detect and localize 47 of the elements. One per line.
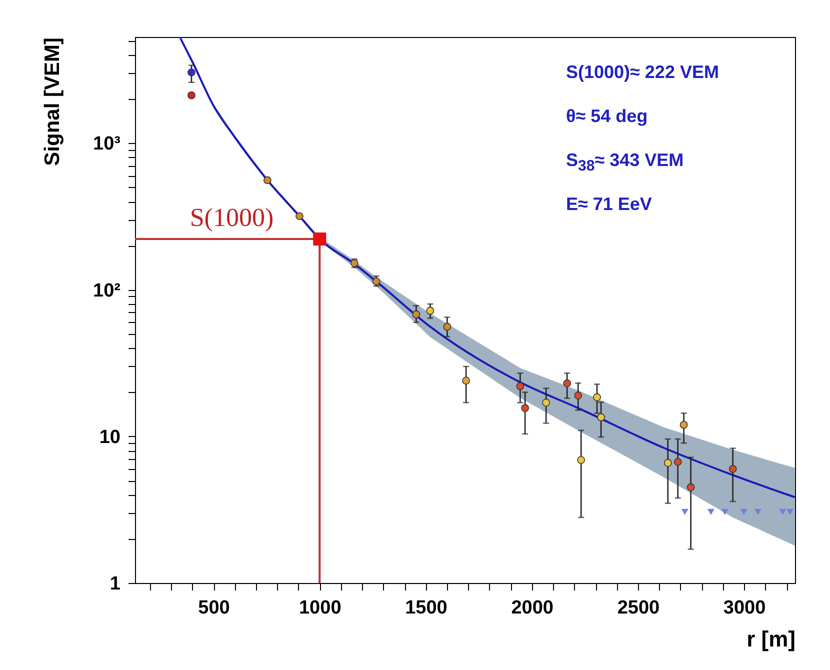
y-tick-label: 1 xyxy=(110,574,121,594)
point xyxy=(728,464,737,473)
point xyxy=(779,508,786,516)
point xyxy=(681,508,688,516)
point xyxy=(188,68,196,76)
point xyxy=(664,458,672,467)
y-tick-label: 10² xyxy=(93,280,120,302)
x-tick-label: 1500 xyxy=(405,598,448,618)
x-tick-label: 3000 xyxy=(723,598,766,618)
point xyxy=(516,382,524,390)
point xyxy=(263,176,272,184)
annotation: S(1000)≈ 222 VEM xyxy=(566,62,719,84)
point xyxy=(426,306,434,315)
point xyxy=(188,91,196,100)
point xyxy=(686,483,695,492)
point xyxy=(521,404,529,412)
annotation: S$_{38}$≈ 343 VEM xyxy=(566,150,685,177)
series-label: S(1000) xyxy=(190,203,274,232)
y-tick-label: 10³ xyxy=(93,134,120,155)
point xyxy=(674,458,682,466)
point xyxy=(593,393,601,402)
point xyxy=(412,310,420,318)
point xyxy=(372,278,380,286)
point xyxy=(462,376,470,385)
point xyxy=(313,232,326,246)
point xyxy=(574,392,582,400)
annotation: θ≈ 54 deg xyxy=(566,106,649,128)
x-tick-label: 1000 xyxy=(298,598,342,618)
y-tick-label: 10 xyxy=(99,426,120,448)
point xyxy=(754,508,762,516)
point xyxy=(707,508,714,516)
x-tick-label: 2500 xyxy=(617,598,660,618)
point xyxy=(740,508,748,516)
x-axis-title: r [m] xyxy=(746,626,796,652)
point xyxy=(577,456,586,464)
annotation: E≈ 71 EeV xyxy=(566,194,653,216)
x-tick-label: 2000 xyxy=(511,598,554,618)
point xyxy=(443,322,452,331)
point xyxy=(542,398,550,407)
point xyxy=(296,212,304,220)
point xyxy=(563,379,572,388)
x-tick-label: 500 xyxy=(198,598,230,618)
point xyxy=(680,420,688,429)
point xyxy=(597,413,605,422)
point xyxy=(786,508,794,516)
point xyxy=(721,508,728,516)
y-axis-title: Signal [VEM] xyxy=(41,38,64,166)
